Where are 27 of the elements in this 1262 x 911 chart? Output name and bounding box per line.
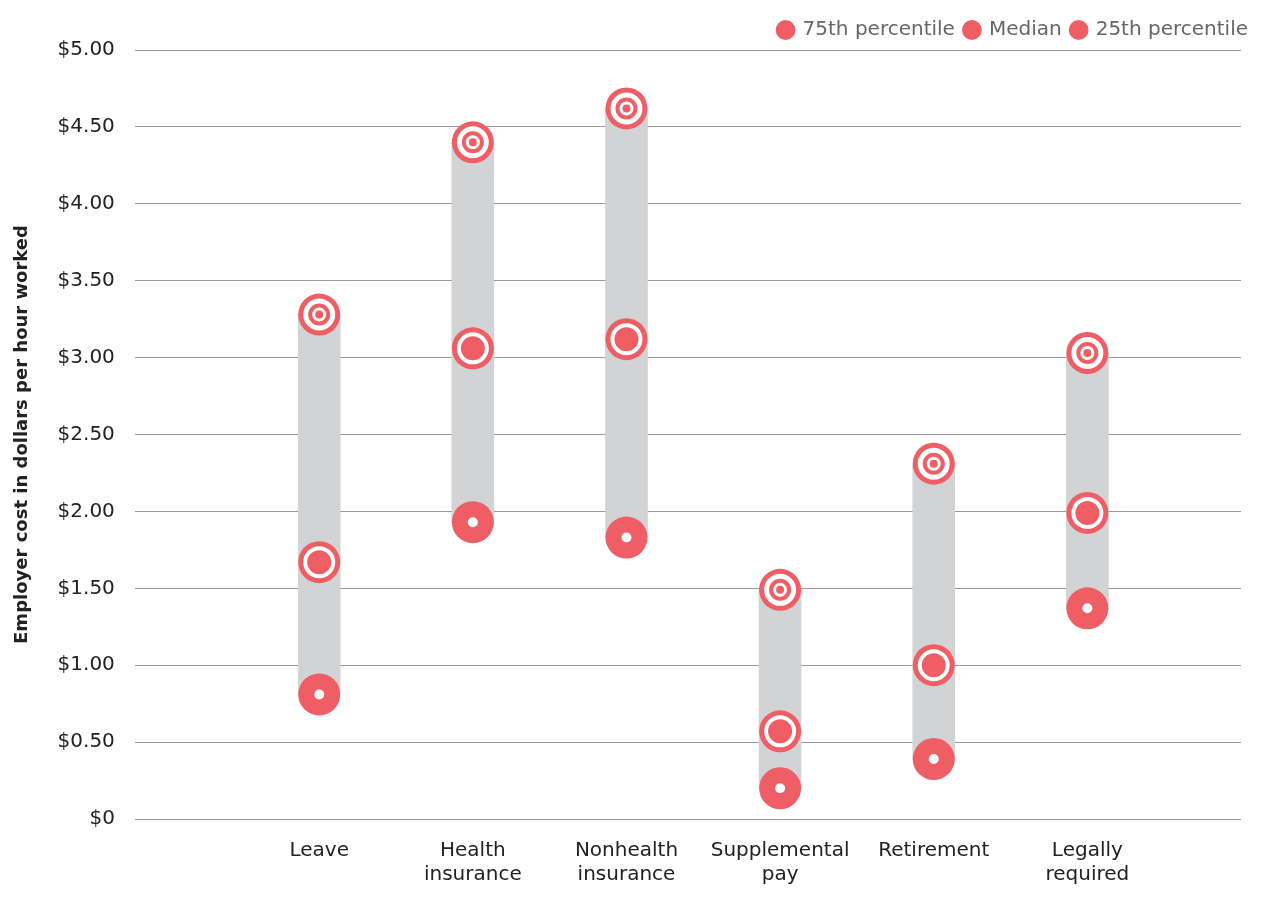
x-tick-label: Legally required: [1045, 837, 1130, 886]
legend-label: 75th percentile: [802, 16, 955, 41]
y-tick-label: $1.00: [57, 651, 115, 676]
x-tick-label: Retirement: [878, 837, 990, 862]
y-tick-label: $4.00: [57, 190, 115, 214]
point: [605, 516, 648, 559]
point: [912, 738, 955, 781]
x-tick-label: Health insurance: [423, 837, 522, 886]
y-tick-label: $2.00: [57, 497, 115, 522]
y-tick-label: $2.50: [57, 420, 115, 445]
x-tick-label: Leave: [289, 837, 349, 862]
x-tick-label: Supplemental pay: [710, 837, 850, 886]
y-tick-label: $0: [89, 805, 115, 830]
point: [1066, 587, 1109, 630]
y-tick-label: $4.50: [57, 113, 115, 138]
y-axis-title: Employer cost in dollars per hour worked: [10, 225, 32, 644]
point: [298, 673, 341, 716]
y-tick-label: $3.50: [57, 266, 115, 291]
y-tick-label: $5.00: [57, 36, 115, 61]
point: [451, 501, 494, 544]
legend-label: 25th percentile: [1095, 16, 1248, 41]
legend-label: Median: [988, 16, 1062, 41]
point: [759, 767, 802, 810]
y-tick-label: $0.50: [57, 728, 115, 753]
y-tick-label: $1.50: [57, 574, 115, 599]
x-tick-label: Nonhealth insurance: [574, 837, 679, 886]
y-tick-label: $3.00: [57, 343, 115, 368]
